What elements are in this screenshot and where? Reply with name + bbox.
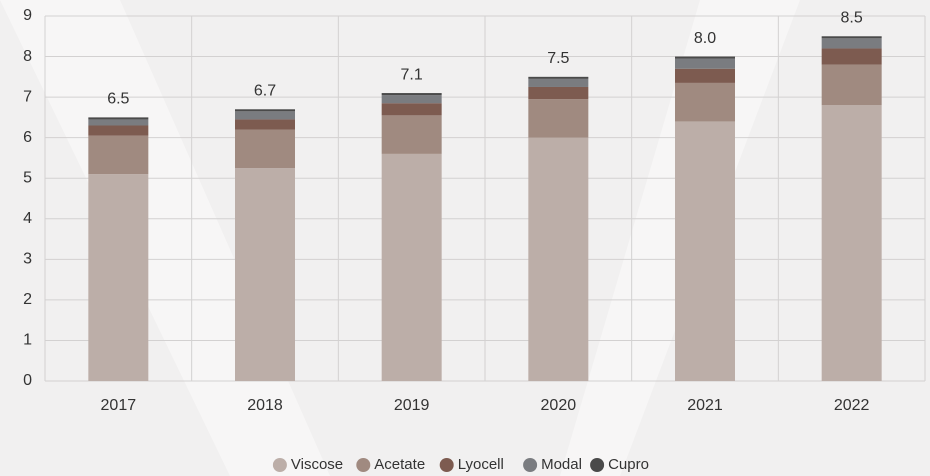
x-tick-label: 2019	[394, 397, 430, 414]
x-tick-label: 2020	[541, 397, 577, 414]
legend-marker	[439, 458, 454, 472]
x-tick-label: 2022	[834, 397, 870, 414]
y-tick-label: 0	[23, 372, 32, 389]
bar-segment	[528, 86, 589, 100]
y-tick-label: 5	[23, 169, 32, 186]
bar-segment	[88, 117, 149, 120]
total-label: 8.5	[841, 9, 863, 26]
y-tick-label: 9	[23, 7, 32, 24]
y-tick-label: 2	[23, 291, 32, 308]
legend-marker	[523, 458, 538, 472]
legend-label: Cupro	[608, 456, 649, 473]
x-tick-label: 2017	[101, 397, 137, 414]
bar-segment	[235, 111, 295, 120]
bar-segment	[821, 38, 882, 49]
bar-segment	[821, 105, 882, 381]
bar-segment	[88, 174, 149, 381]
legend-marker	[590, 458, 605, 472]
bar-segment	[821, 36, 882, 39]
bar-segment	[235, 168, 295, 381]
legend-label: Modal	[541, 456, 582, 473]
bar-segment	[675, 121, 735, 381]
y-tick-label: 1	[23, 332, 32, 349]
background-shape	[0, 0, 800, 476]
bar-segment	[88, 135, 149, 175]
bar-segment	[381, 103, 442, 116]
bar-segment	[528, 76, 589, 79]
legend-marker	[356, 458, 371, 472]
bar-segment	[675, 82, 735, 122]
x-tick-label: 2021	[687, 397, 723, 414]
total-label: 8.0	[694, 30, 716, 47]
bar-segment	[381, 93, 442, 96]
y-tick-label: 8	[23, 48, 32, 65]
total-label: 7.5	[547, 50, 569, 67]
bar-segment	[675, 68, 735, 83]
y-tick-label: 6	[23, 129, 32, 146]
total-label: 6.7	[254, 82, 276, 99]
legend-marker	[272, 458, 287, 472]
bar-segment	[88, 119, 149, 126]
x-tick-label: 2018	[247, 397, 283, 414]
legend-label: Acetate	[374, 456, 425, 473]
total-label: 6.5	[107, 91, 129, 108]
total-label: 7.1	[401, 66, 423, 83]
bar-segment	[235, 119, 295, 130]
bar-segment	[528, 78, 589, 87]
y-tick-label: 7	[23, 88, 32, 105]
bar-segment	[381, 95, 442, 104]
bar-segment	[381, 115, 442, 154]
bar-segment	[675, 58, 735, 69]
bar-segment	[88, 125, 149, 136]
y-tick-label: 3	[23, 251, 32, 268]
y-tick-label: 4	[23, 210, 32, 227]
bar-segment	[381, 153, 442, 381]
bar-segment	[821, 48, 882, 65]
bar-segment	[235, 109, 295, 112]
legend-label: Viscose	[291, 456, 343, 473]
legend-label: Lyocell	[458, 456, 504, 473]
bar-segment	[235, 129, 295, 169]
bar-segment	[528, 137, 589, 381]
bar-segment	[528, 99, 589, 138]
bar-segment	[675, 56, 735, 59]
bar-segment	[821, 64, 882, 106]
